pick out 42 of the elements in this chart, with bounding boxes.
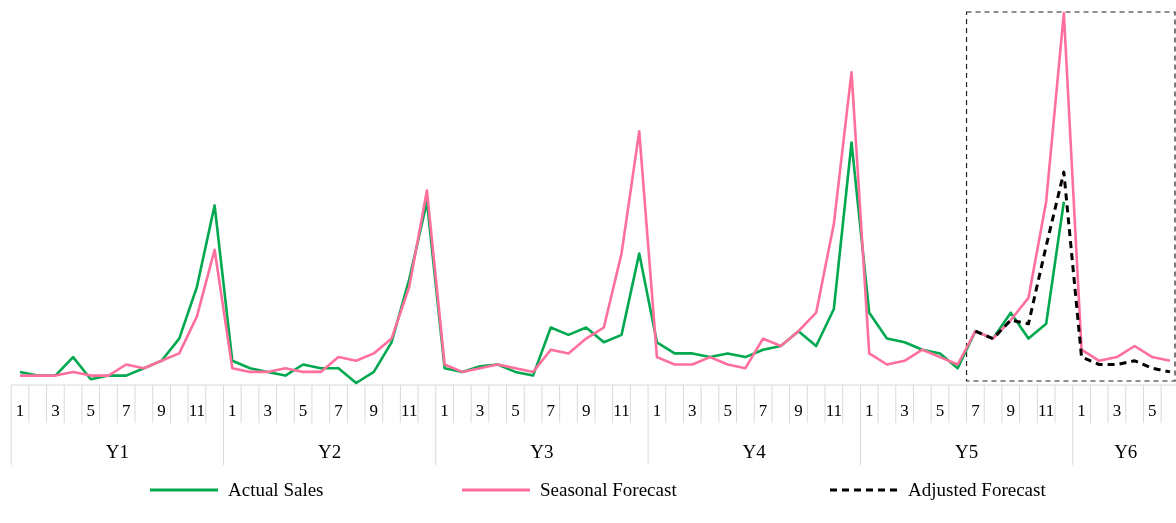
text: Y2 xyxy=(318,441,342,462)
x-tick-label: 5 xyxy=(935,401,945,420)
x-tick-label: 7 xyxy=(758,401,768,420)
x-tick-label: 11 xyxy=(1037,401,1055,420)
x-tick-label: 5 xyxy=(1148,401,1157,420)
x-tick-label: 3 xyxy=(263,401,272,420)
x-tick-label: 3 xyxy=(1112,401,1122,420)
x-tick-label: 9 xyxy=(157,401,166,420)
x-tick-label: 1 xyxy=(652,401,662,420)
x-tick-label: 1 xyxy=(1077,401,1086,420)
x-tick-label: 3 xyxy=(51,401,60,420)
x-tick-label: 1 xyxy=(15,401,25,420)
x-tick-label: 9 xyxy=(1006,401,1016,420)
x-tick-label: 11 xyxy=(188,401,206,420)
legend-label: Adjusted Forecast xyxy=(908,479,1047,500)
x-tick-label: 7 xyxy=(334,401,344,420)
text: Y4 xyxy=(742,441,767,462)
x-tick-label: 1 xyxy=(228,401,237,420)
x-tick-label: 9 xyxy=(581,401,591,420)
x-tick-label: 7 xyxy=(121,401,131,420)
x-tick-label: 3 xyxy=(688,401,697,420)
x-tick-label: 11 xyxy=(401,401,418,420)
x-tick-label: 3 xyxy=(900,401,909,420)
text: Y6 xyxy=(1114,441,1138,462)
text: Y1 xyxy=(105,441,129,462)
legend-label: Seasonal Forecast xyxy=(540,479,678,500)
x-tick-label: 9 xyxy=(369,401,379,420)
x-tick-label: 1 xyxy=(864,401,874,420)
legend-label: Actual Sales xyxy=(228,479,324,500)
x-tick-label: 7 xyxy=(971,401,981,420)
x-tick-label: 7 xyxy=(546,401,556,420)
x-tick-label: 5 xyxy=(86,401,96,420)
x-tick-label: 11 xyxy=(613,401,630,420)
x-tick-label: 9 xyxy=(794,401,803,420)
x-tick-label: 5 xyxy=(723,401,732,420)
text: Y3 xyxy=(530,441,554,462)
x-tick-label: 5 xyxy=(298,401,308,420)
x-tick-label: 5 xyxy=(511,401,520,420)
x-tick-label: 11 xyxy=(825,401,843,420)
x-tick-label: 1 xyxy=(440,401,449,420)
text: Y5 xyxy=(954,441,979,462)
x-tick-label: 3 xyxy=(475,401,485,420)
